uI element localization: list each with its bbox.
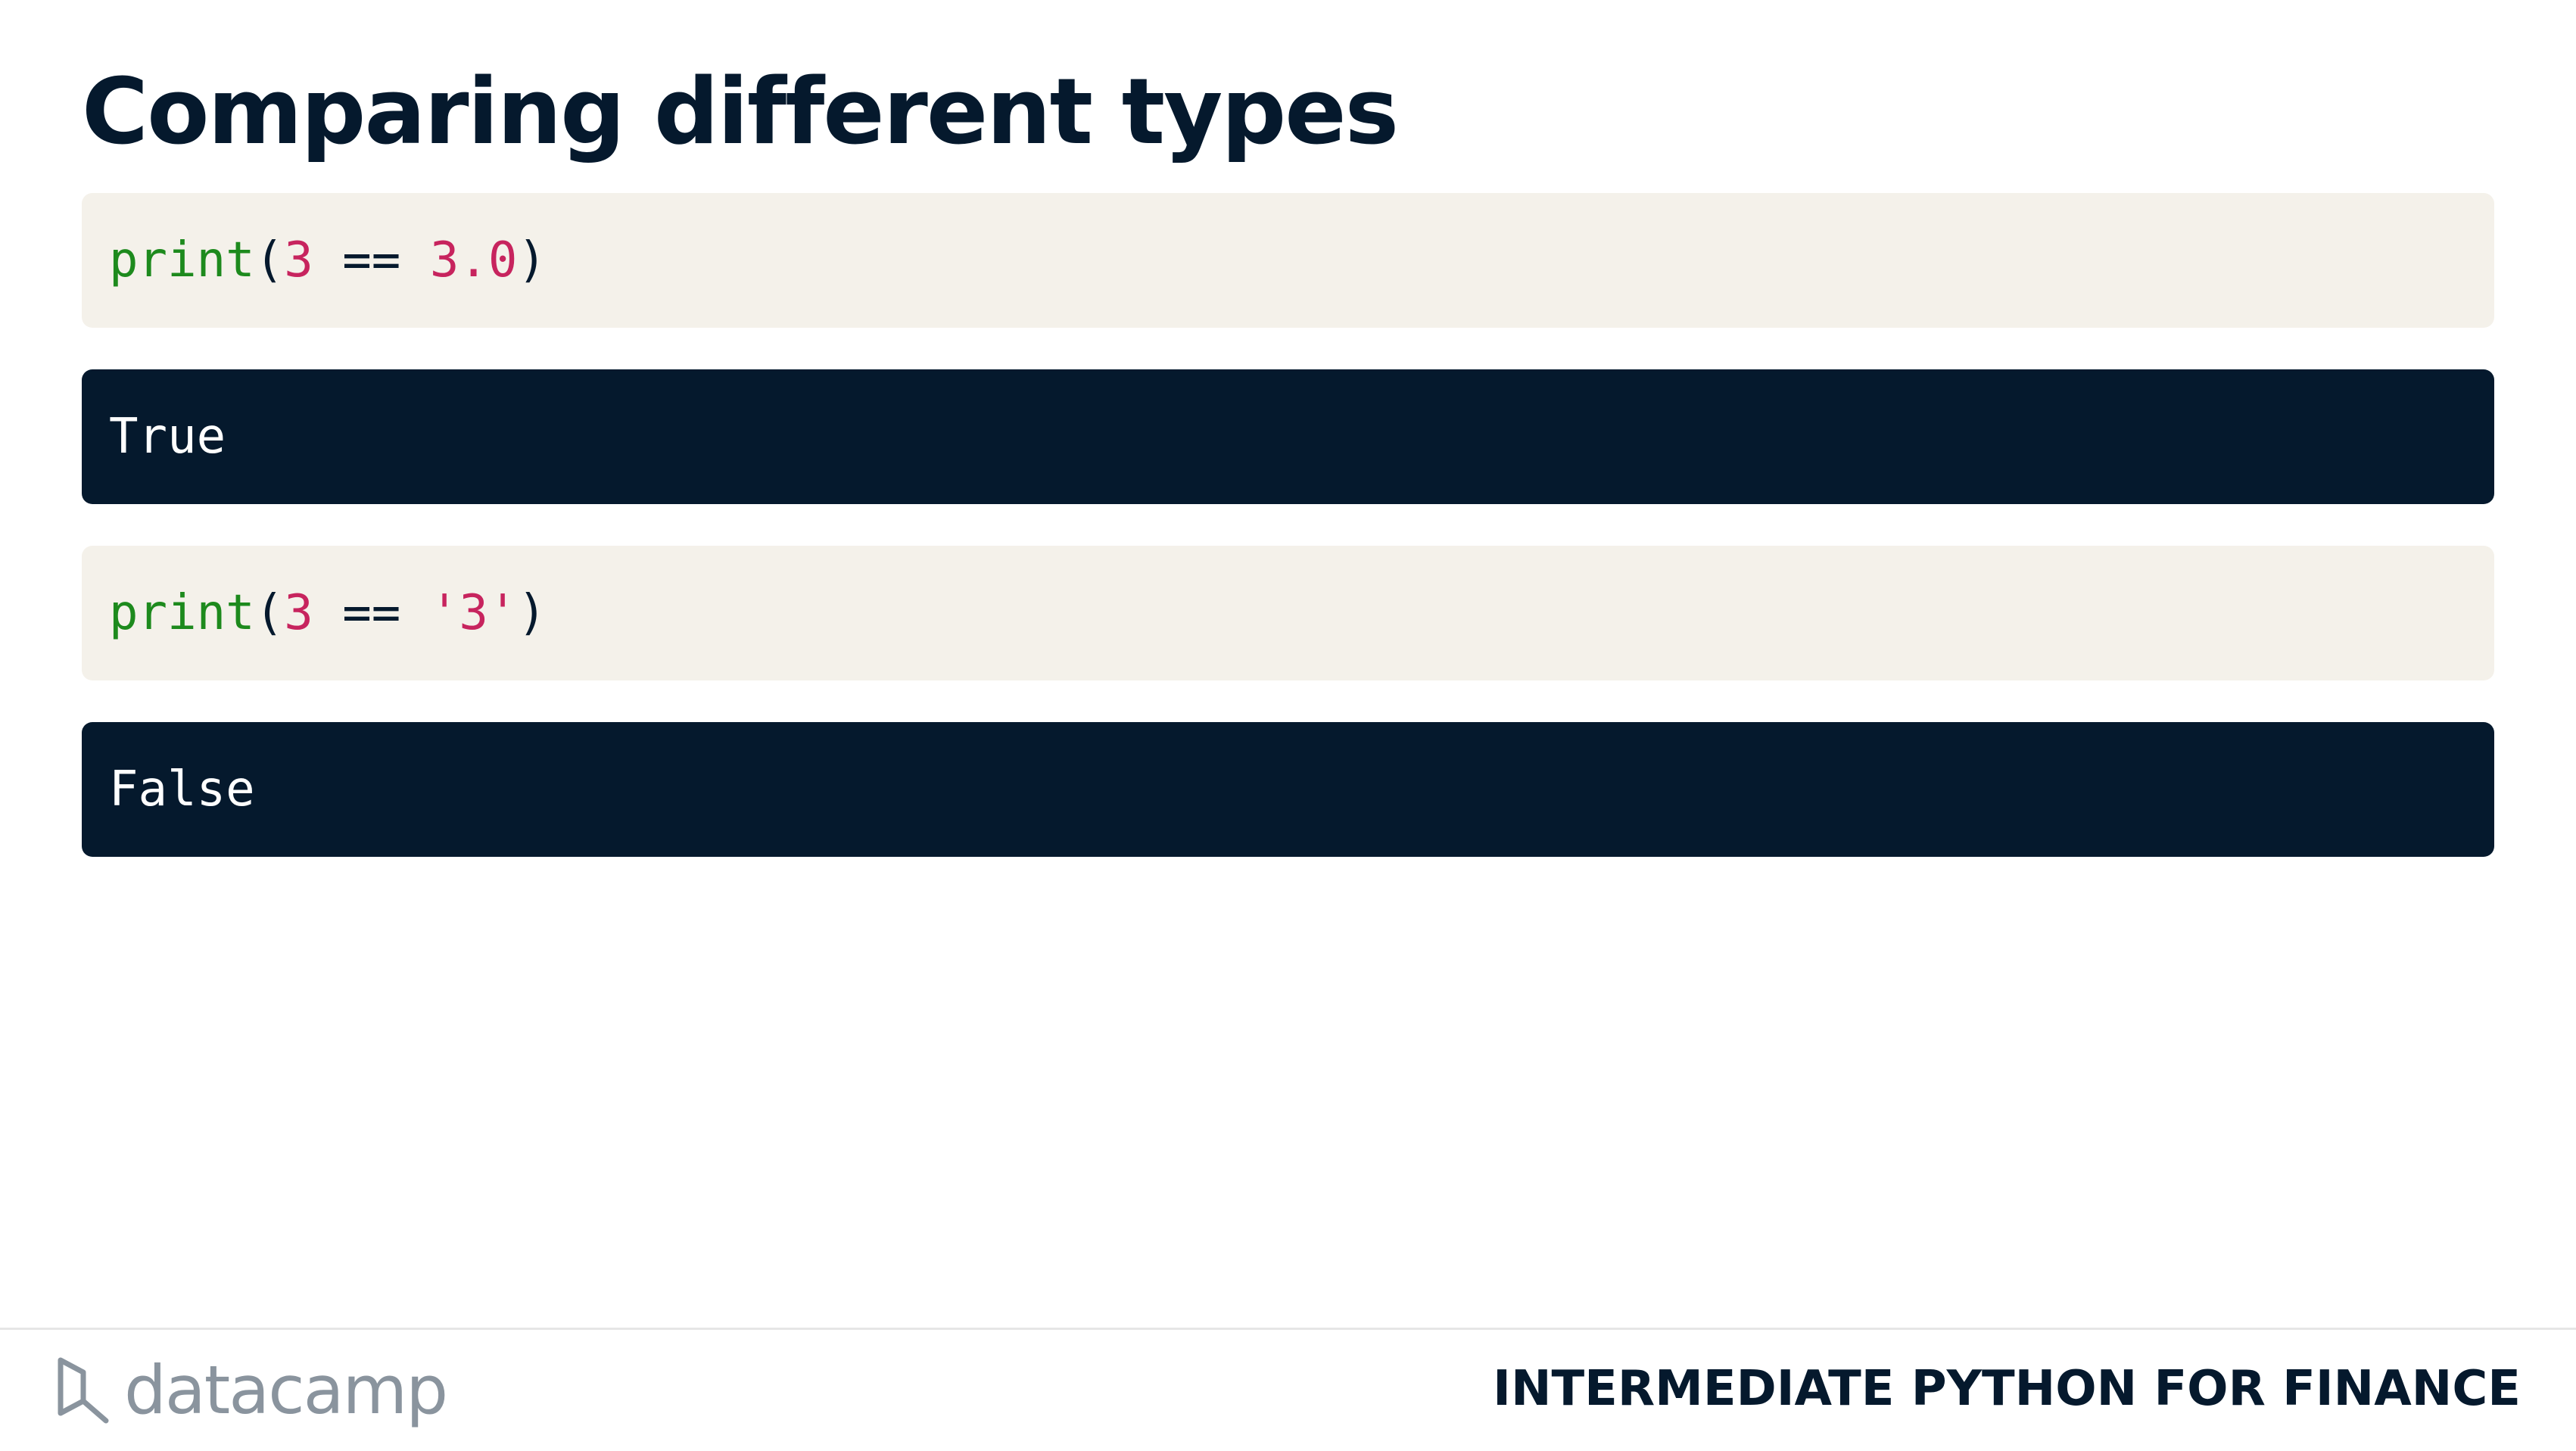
datacamp-logo-icon bbox=[58, 1357, 109, 1424]
code-operator: == bbox=[313, 232, 430, 288]
output-block-2: False bbox=[82, 722, 2494, 857]
logo-wordmark: datacamp bbox=[124, 1351, 448, 1429]
datacamp-logo: datacamp bbox=[53, 1349, 448, 1432]
code-func: print bbox=[109, 232, 255, 288]
code-paren-close: ) bbox=[517, 232, 547, 288]
course-title: INTERMEDIATE PYTHON FOR FINANCE bbox=[1493, 1361, 2521, 1417]
code-func: print bbox=[109, 585, 255, 641]
code-literal-right: 3.0 bbox=[429, 232, 518, 288]
code-literal-left: 3 bbox=[284, 232, 313, 288]
code-block-1: print(3 == 3.0) bbox=[82, 193, 2494, 328]
slide-title: Comparing different types bbox=[82, 60, 1399, 165]
code-block-2: print(3 == '3') bbox=[82, 546, 2494, 680]
output-block-1: True bbox=[82, 369, 2494, 504]
code-paren-open: ( bbox=[254, 585, 285, 641]
output-text: False bbox=[109, 761, 255, 817]
code-literal-right: '3' bbox=[429, 585, 518, 641]
code-literal-left: 3 bbox=[284, 585, 313, 641]
code-paren-close: ) bbox=[517, 585, 547, 641]
output-text: True bbox=[109, 409, 226, 465]
footer-divider bbox=[0, 1328, 2576, 1330]
code-operator: == bbox=[313, 585, 430, 641]
code-paren-open: ( bbox=[254, 232, 285, 288]
